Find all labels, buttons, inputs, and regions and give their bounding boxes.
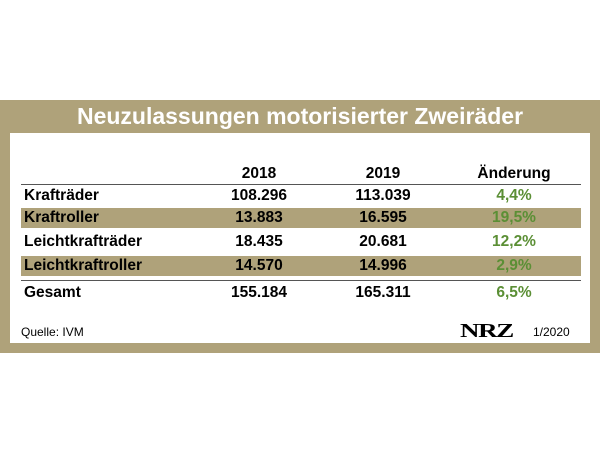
value-kraftraeder-2019: 113.039 — [355, 187, 411, 204]
nrz-logo: NRZ — [460, 320, 514, 342]
change-kraftroller: 19,5% — [492, 209, 536, 226]
row-label-leichtkraftraeder: Leichtkrafträder — [24, 233, 143, 250]
change-leichtkraftroller: 2,9% — [496, 257, 532, 274]
column-header-2019: 2019 — [365, 165, 401, 182]
header-divider — [21, 184, 581, 185]
value-leichtkraftroller-2019: 14.996 — [359, 257, 407, 274]
value-leichtkraftroller-2018: 14.570 — [235, 257, 283, 274]
value-leichtkraftraeder-2019: 20.681 — [359, 233, 407, 250]
row-label-leichtkraftroller: Leichtkraftroller — [24, 257, 143, 274]
publication-date: 1/2020 — [533, 325, 570, 339]
row-band-kraftroller — [21, 208, 581, 228]
value-kraftraeder-2018: 108.296 — [230, 187, 288, 204]
value-kraftroller-2018: 13.883 — [235, 209, 283, 226]
row-label-gesamt: Gesamt — [24, 284, 81, 301]
value-kraftroller-2019: 16.595 — [359, 209, 407, 226]
source-note: Quelle: IVM — [21, 325, 84, 339]
total-divider — [21, 280, 581, 281]
chart-title: Neuzulassungen motorisierter Zweiräder — [76, 103, 524, 129]
value-gesamt-2018: 155.184 — [230, 284, 288, 301]
row-label-kraftroller: Kraftroller — [24, 209, 99, 226]
value-gesamt-2019: 165.311 — [355, 284, 411, 301]
row-band-leichtkraftroller — [21, 256, 581, 276]
change-gesamt: 6,5% — [496, 284, 532, 301]
row-label-kraftraeder: Krafträder — [24, 187, 99, 204]
column-header-change: Änderung — [477, 165, 551, 182]
change-leichtkraftraeder: 12,2% — [492, 233, 536, 250]
column-header-2018: 2018 — [241, 165, 277, 182]
table-body — [10, 133, 590, 343]
change-kraftraeder: 4,4% — [496, 187, 532, 204]
value-leichtkraftraeder-2018: 18.435 — [235, 233, 283, 250]
